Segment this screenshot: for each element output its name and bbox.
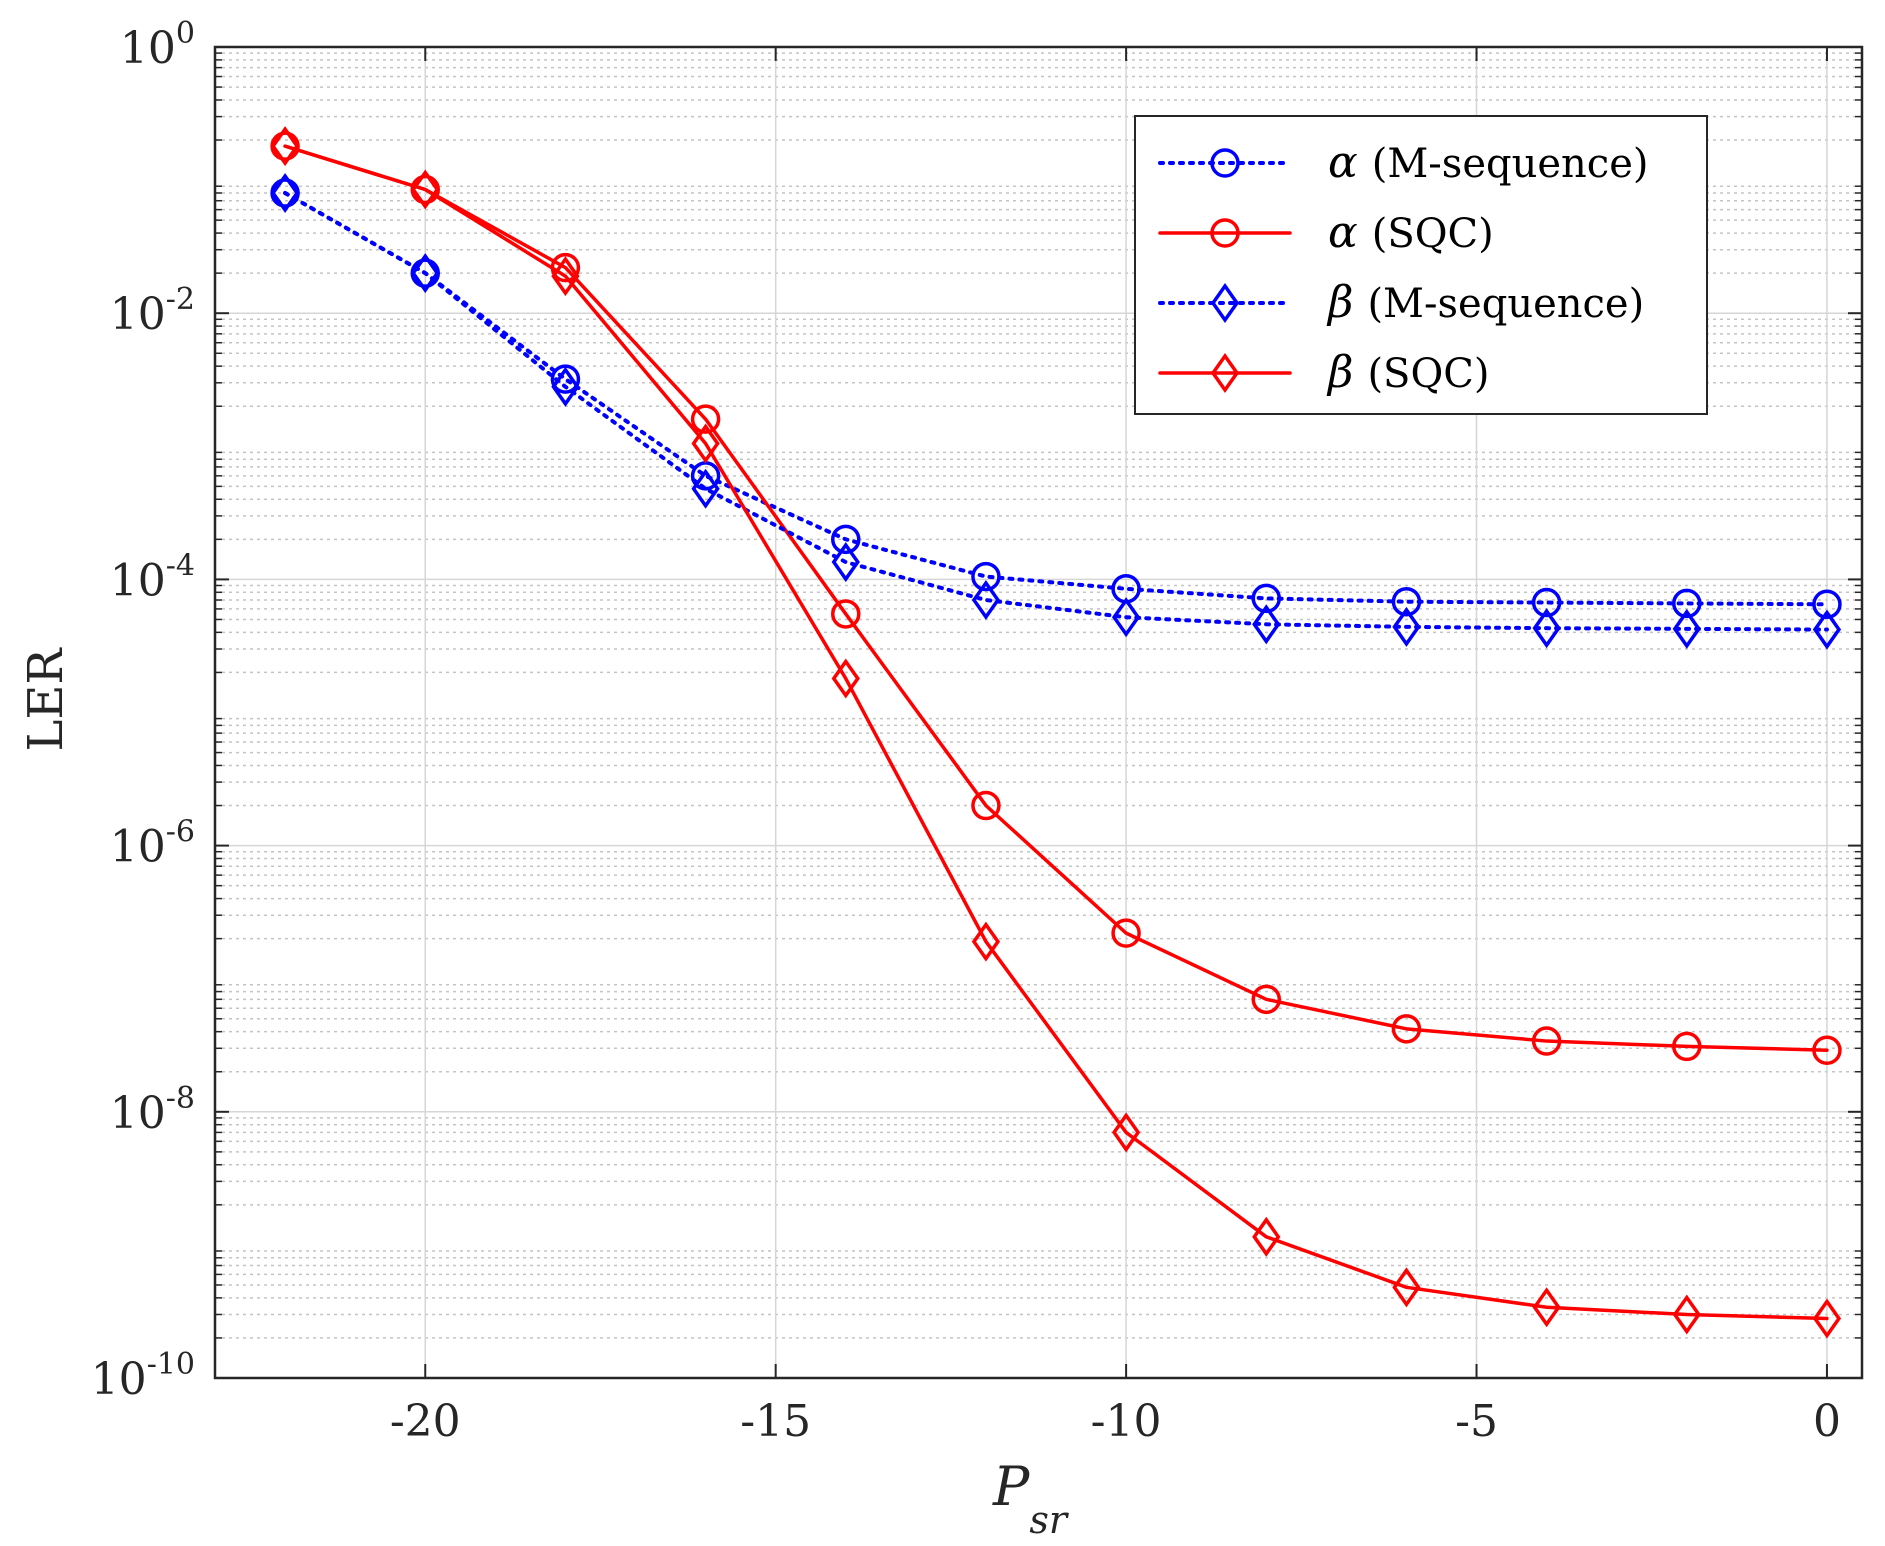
data-point bbox=[1672, 1031, 1702, 1062]
major-grid bbox=[215, 46, 1862, 1379]
data-point bbox=[1812, 1298, 1842, 1339]
data-point bbox=[971, 921, 1001, 962]
data-point bbox=[971, 561, 1001, 592]
series-line bbox=[283, 144, 1829, 1053]
data-point bbox=[1531, 1026, 1562, 1056]
y-axis-label: LER bbox=[18, 647, 74, 752]
legend-text: (M-sequence) bbox=[1367, 281, 1644, 327]
y-tick-label-exponent: -2 bbox=[166, 282, 195, 317]
data-point bbox=[1251, 583, 1282, 614]
data-point bbox=[1252, 1216, 1281, 1257]
data-point bbox=[1251, 984, 1282, 1015]
legend-text: (SQC) bbox=[1367, 351, 1489, 397]
legend-text: (SQC) bbox=[1372, 211, 1494, 257]
x-tick-label: -20 bbox=[390, 1396, 461, 1447]
y-tick-label: 10-2 bbox=[110, 282, 195, 340]
data-point bbox=[1672, 608, 1701, 649]
y-tick-label-exponent: -8 bbox=[166, 1081, 195, 1116]
plot-series bbox=[270, 126, 1842, 1339]
y-tick-label: 10-4 bbox=[110, 548, 195, 606]
y-tick-label-base: 10 bbox=[120, 23, 176, 74]
data-point bbox=[1392, 1267, 1421, 1308]
y-tick-label-exponent: -10 bbox=[147, 1347, 195, 1382]
data-point bbox=[550, 364, 581, 394]
data-point bbox=[1672, 1294, 1701, 1335]
x-axis-label-main: P bbox=[992, 1455, 1031, 1518]
x-tick-label: -10 bbox=[1091, 1396, 1162, 1447]
data-point bbox=[831, 599, 861, 629]
data-point bbox=[691, 468, 720, 509]
y-tick-label-base: 10 bbox=[110, 822, 166, 873]
data-point bbox=[1111, 597, 1141, 638]
data-point bbox=[551, 366, 580, 407]
data-point bbox=[1532, 608, 1561, 649]
legend-symbol: α bbox=[1328, 137, 1358, 188]
data-point bbox=[690, 404, 721, 434]
legend-marker bbox=[1210, 148, 1240, 178]
legend-label: β (M-sequence) bbox=[1326, 277, 1644, 328]
y-tick-label: 10-8 bbox=[110, 1081, 195, 1139]
data-point bbox=[831, 658, 860, 699]
legend-marker bbox=[1210, 282, 1240, 324]
data-point bbox=[411, 169, 440, 210]
y-tick-label-base: 10 bbox=[110, 1088, 166, 1139]
data-point bbox=[1111, 1112, 1141, 1153]
y-tick-label: 10-6 bbox=[110, 815, 195, 873]
legend-label: α (SQC) bbox=[1328, 207, 1494, 258]
legend: α (M-sequence)α (SQC)β (M-sequence)β (SQC) bbox=[1134, 115, 1708, 415]
data-point bbox=[270, 172, 300, 214]
axes-box bbox=[213, 45, 1864, 1380]
data-point bbox=[411, 253, 440, 294]
legend-marker bbox=[1210, 218, 1240, 248]
data-point bbox=[1672, 588, 1702, 619]
data-point bbox=[1812, 589, 1842, 620]
series-3 bbox=[270, 126, 1842, 1339]
series-line bbox=[283, 190, 1829, 632]
data-point bbox=[1391, 1014, 1422, 1044]
x-tick-label: -5 bbox=[1455, 1396, 1498, 1447]
series-line bbox=[283, 144, 1829, 1321]
y-tick-label-exponent: 0 bbox=[176, 16, 195, 51]
y-tick-label-exponent: -6 bbox=[166, 815, 195, 850]
data-point bbox=[1532, 1287, 1561, 1328]
y-tick-label-exponent: -4 bbox=[166, 548, 195, 583]
series-2 bbox=[270, 172, 1842, 650]
y-tick-label: 10-10 bbox=[91, 1347, 195, 1405]
data-point bbox=[270, 126, 300, 167]
legend-symbol: α bbox=[1328, 207, 1358, 258]
data-point bbox=[831, 524, 861, 555]
x-tick-label: 0 bbox=[1813, 1396, 1841, 1447]
data-point bbox=[971, 579, 1001, 621]
y-tick-label: 100 bbox=[120, 16, 195, 74]
data-point bbox=[1111, 918, 1141, 948]
data-point bbox=[551, 256, 580, 297]
data-point bbox=[971, 790, 1001, 821]
axis-ticks bbox=[215, 46, 1862, 1379]
y-tick-label-base: 10 bbox=[110, 555, 166, 606]
data-point bbox=[1812, 609, 1842, 650]
legend-label: β (SQC) bbox=[1326, 347, 1489, 398]
legend-symbol: β bbox=[1326, 347, 1353, 398]
data-point bbox=[1392, 606, 1421, 647]
legend-marker bbox=[1210, 352, 1240, 394]
x-axis-label: Psr bbox=[992, 1455, 1070, 1542]
legend-symbol: β bbox=[1326, 277, 1353, 328]
series-line bbox=[283, 190, 1829, 607]
legend-label: α (M-sequence) bbox=[1328, 137, 1648, 188]
data-point bbox=[1531, 587, 1562, 618]
data-point bbox=[1391, 586, 1422, 617]
y-tick-label-base: 10 bbox=[110, 289, 166, 340]
y-tick-label-base: 10 bbox=[91, 1354, 147, 1405]
legend-text: (M-sequence) bbox=[1372, 141, 1649, 187]
data-point bbox=[691, 423, 720, 464]
x-axis-label-subscript: sr bbox=[1029, 1498, 1070, 1542]
data-point bbox=[1812, 1035, 1842, 1066]
x-tick-label: -15 bbox=[740, 1396, 811, 1447]
data-point bbox=[831, 542, 860, 583]
data-point bbox=[1252, 604, 1281, 645]
